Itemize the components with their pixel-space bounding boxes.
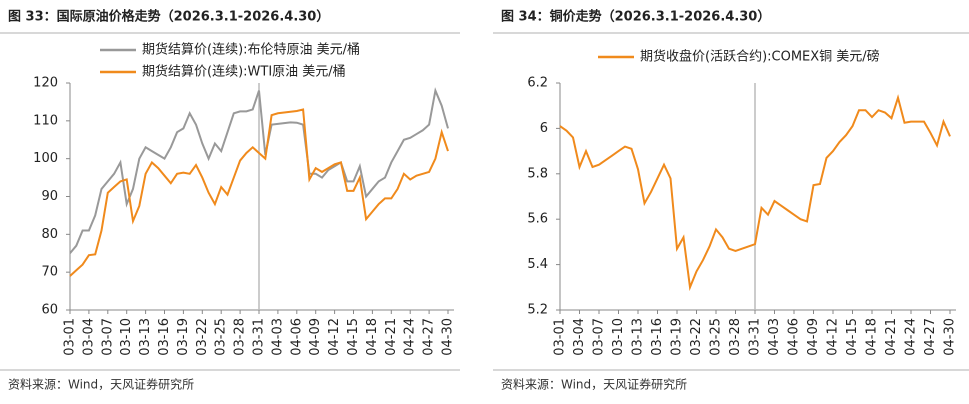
x-tick-label: 03-07	[592, 318, 607, 356]
chart-title: 图 34：铜价走势（2026.3.1-2026.4.30）	[501, 9, 770, 25]
line-series	[69, 87, 449, 254]
x-tick-label: 04-03	[270, 318, 285, 356]
x-tick-label: 03-31	[748, 318, 763, 356]
x-tick-label: 04-24	[403, 318, 418, 356]
x-tick-label: 03-25	[214, 318, 229, 356]
x-tick-label: 04-12	[327, 318, 342, 356]
x-tick-label: 04-12	[826, 318, 841, 356]
y-tick-label: 110	[33, 113, 58, 128]
x-tick-label: 04-15	[346, 318, 361, 356]
legend-label: 期货结算价(连续):布伦特原油 美元/桶	[142, 42, 360, 58]
x-tick-label: 03-28	[728, 318, 743, 356]
line-series	[69, 108, 449, 277]
x-tick-label: 04-18	[865, 318, 880, 356]
y-tick-label: 6	[540, 121, 548, 136]
x-tick-label: 03-04	[572, 318, 587, 356]
x-tick-label: 03-10	[119, 318, 134, 356]
x-tick-label: 03-25	[709, 318, 724, 356]
x-tick-label: 04-21	[884, 318, 899, 356]
x-tick-label: 04-24	[904, 318, 919, 356]
x-tick-label: 04-21	[384, 318, 399, 356]
x-tick-label: 04-27	[422, 318, 437, 356]
source: 资料来源：Wind，天风证券研究所	[501, 377, 687, 392]
x-tick-label: 03-22	[195, 318, 210, 356]
y-tick-label: 60	[41, 303, 58, 318]
y-tick-label: 5.2	[527, 303, 548, 318]
x-tick-label: 03-13	[138, 318, 153, 356]
x-tick-label: 03-01	[553, 318, 568, 356]
y-tick-label: 5.8	[527, 166, 548, 181]
x-tick-label: 03-19	[670, 318, 685, 356]
x-tick-label: 03-28	[233, 318, 248, 356]
y-tick-label: 5.6	[527, 212, 548, 227]
y-tick-label: 5.4	[527, 257, 548, 272]
x-tick-label: 03-04	[81, 318, 96, 356]
x-tick-label: 04-30	[943, 318, 958, 356]
x-tick-label: 03-13	[631, 318, 646, 356]
y-tick-label: 120	[33, 76, 58, 91]
x-tick-label: 03-22	[689, 318, 704, 356]
x-tick-label: 04-09	[308, 318, 323, 356]
y-tick-label: 80	[41, 227, 58, 242]
y-tick-label: 6.2	[527, 76, 548, 91]
x-tick-label: 03-01	[63, 318, 78, 356]
x-tick-label: 04-30	[441, 318, 456, 356]
x-tick-label: 03-19	[176, 318, 191, 356]
x-tick-label: 04-18	[365, 318, 380, 356]
x-tick-label: 03-07	[100, 318, 115, 356]
source: 资料来源：Wind，天风证券研究所	[8, 377, 194, 392]
x-tick-label: 03-10	[611, 318, 626, 356]
chart-title: 图 33：国际原油价格走势（2026.3.1-2026.4.30）	[8, 9, 329, 25]
x-tick-label: 03-16	[157, 318, 172, 356]
legend-label: 期货收盘价(活跃合约):COMEX铜 美元/磅	[640, 49, 880, 65]
x-tick-label: 03-16	[650, 318, 665, 356]
line-series	[559, 94, 951, 292]
y-tick-label: 90	[41, 189, 58, 204]
y-tick-label: 100	[33, 151, 58, 166]
x-tick-label: 04-27	[923, 318, 938, 356]
x-tick-label: 04-03	[767, 318, 782, 356]
x-tick-label: 04-06	[787, 318, 802, 356]
x-tick-label: 04-09	[806, 318, 821, 356]
y-tick-label: 70	[41, 265, 58, 280]
x-tick-label: 03-31	[252, 318, 267, 356]
x-tick-label: 04-15	[845, 318, 860, 356]
legend-label: 期货结算价(连续):WTI原油 美元/桶	[142, 64, 346, 80]
x-tick-label: 04-06	[289, 318, 304, 356]
